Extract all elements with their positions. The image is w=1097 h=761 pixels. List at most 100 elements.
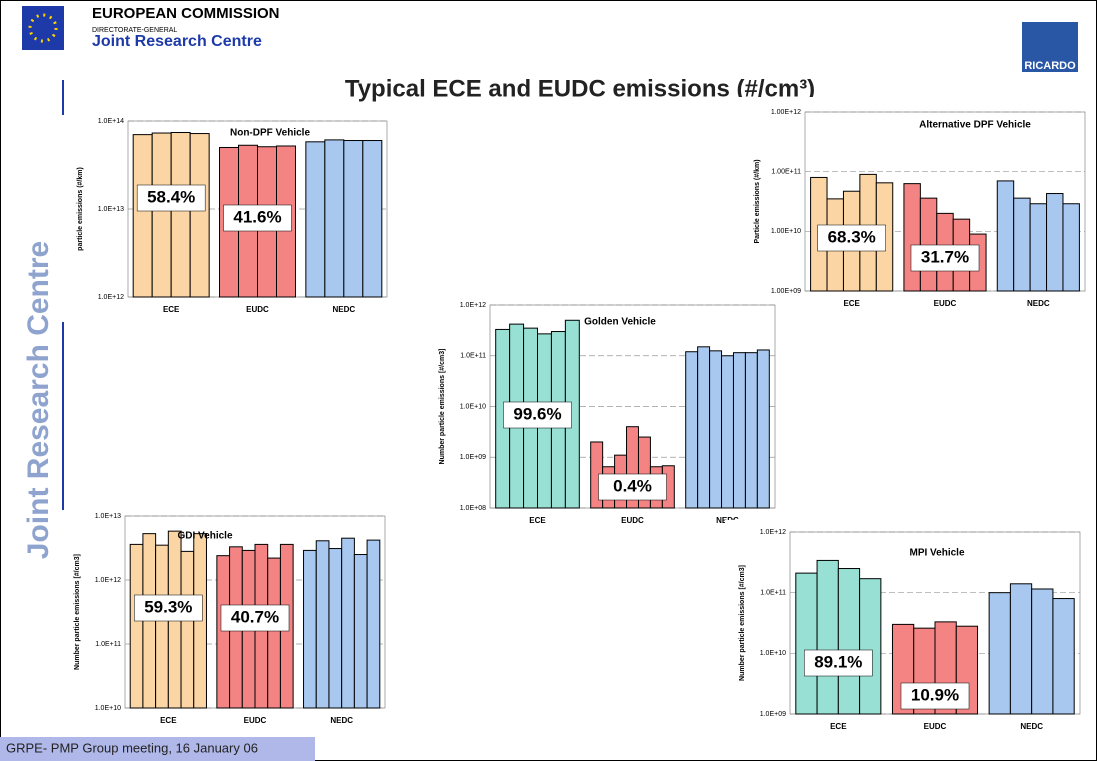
x-tick-label: NEDC [1020, 722, 1043, 731]
ricardo-logo [1022, 22, 1078, 72]
ricardo-text: RICARDO [1024, 60, 1076, 72]
footer-text: GRPE- PMP Group meeting, 16 January 06 [6, 740, 258, 755]
bar [744, 352, 758, 509]
x-tick-label: ECE [830, 722, 847, 731]
bar [795, 572, 818, 715]
annotation: 10.9% [911, 685, 959, 704]
bar [1029, 203, 1048, 292]
annotation: 89.1% [814, 652, 862, 671]
x-tick-label: ECE [843, 299, 860, 308]
y-tick-label: 1.00E+11 [771, 169, 801, 176]
chart-title: Golden Vehicle [584, 317, 656, 328]
bar [180, 550, 195, 709]
y-axis-label: Number particle emissions [#/cm3] [739, 565, 746, 681]
x-tick-label: EUDC [244, 716, 267, 725]
bar [170, 132, 191, 298]
bar [837, 568, 861, 715]
chart-title: Alternative DPF Vehicle [919, 120, 1031, 131]
bar [1031, 588, 1054, 715]
y-tick-label: 1.0E+10 [95, 705, 121, 712]
x-tick-label: NEDC [330, 716, 353, 725]
bar [709, 350, 723, 509]
y-tick-label: 1.0E+13 [98, 206, 124, 213]
bar [988, 592, 1011, 715]
annotation: 41.6% [233, 207, 281, 226]
annotation: 68.3% [828, 227, 876, 246]
annotation: 99.6% [513, 404, 561, 423]
bar [315, 540, 330, 709]
annotation: 58.4% [147, 187, 195, 206]
bar [1013, 197, 1031, 292]
bar [919, 197, 938, 292]
x-tick-label: EUDC [934, 299, 957, 308]
annotation-box [900, 682, 970, 710]
eu-stars [28, 13, 58, 43]
header-dg: DIRECTORATE-GENERAL [92, 27, 177, 34]
y-tick-label: 1.0E+13 [95, 513, 121, 520]
bar [697, 346, 711, 509]
annotation-box [598, 473, 667, 501]
side-text: Joint Research Centre [22, 241, 55, 559]
y-tick-label: 1.0E+09 [460, 454, 486, 461]
bar [328, 548, 343, 709]
bar [816, 559, 839, 715]
annotation-box [804, 649, 873, 677]
y-tick-label: 1.0E+12 [95, 577, 121, 584]
bar [132, 134, 153, 298]
bar [267, 557, 281, 709]
bar [216, 555, 231, 709]
chart-title: Non-DPF Vehicle [230, 128, 310, 139]
annotation-box [136, 184, 206, 212]
bar [903, 183, 921, 292]
bar [151, 132, 172, 298]
y-tick-label: 1.00E+09 [771, 288, 801, 295]
header-org: EUROPEAN COMMISSION [92, 5, 280, 22]
bar [685, 351, 699, 509]
annotation-box [220, 604, 290, 632]
x-tick-label: ECE [529, 516, 546, 525]
y-tick-label: 1.0E+11 [760, 590, 786, 597]
y-tick-label: 1.0E+09 [760, 711, 786, 718]
bar [859, 578, 882, 715]
bar [1062, 203, 1080, 292]
bar [341, 537, 355, 709]
bar [324, 139, 345, 298]
footer-bar [0, 737, 315, 761]
y-tick-label: 1.0E+10 [760, 650, 786, 657]
bar [756, 349, 770, 509]
x-tick-label: EUDC [246, 305, 269, 314]
annotation-box [134, 594, 203, 622]
bar [303, 549, 317, 709]
bar [189, 133, 210, 298]
bar [353, 554, 368, 709]
header-centre: Joint Research Centre [92, 33, 262, 50]
eu-flag [22, 6, 64, 50]
y-tick-label: 1.0E+14 [98, 118, 124, 125]
chart-title: MPI Vehicle [909, 548, 964, 559]
bar [721, 355, 734, 509]
annotation: 0.4% [613, 476, 652, 495]
y-axis-label: Number particle emissions [#/cm3] [439, 349, 446, 465]
y-tick-label: 1.0E+08 [460, 505, 486, 512]
annotation-box [817, 224, 886, 252]
annotation-box [223, 204, 292, 232]
bar [362, 140, 383, 298]
bar [1052, 598, 1075, 715]
y-tick-label: 1.0E+12 [760, 529, 786, 536]
annotation: 40.7% [231, 607, 279, 626]
annotation: 31.7% [921, 247, 969, 266]
x-tick-label: EUDC [621, 516, 644, 525]
bar [1046, 193, 1064, 292]
bar [996, 180, 1015, 292]
x-tick-label: ECE [163, 305, 180, 314]
chart-title: GDI Vehicle [177, 531, 232, 542]
annotation-box [910, 244, 980, 272]
y-tick-label: 1.0E+12 [98, 294, 124, 301]
x-tick-label: ECE [160, 716, 177, 725]
y-axis-label: Number particle emissions [#/cm3] [74, 554, 81, 670]
y-tick-label: 1.00E+12 [771, 109, 801, 116]
bar [129, 543, 144, 709]
bar [366, 539, 381, 709]
